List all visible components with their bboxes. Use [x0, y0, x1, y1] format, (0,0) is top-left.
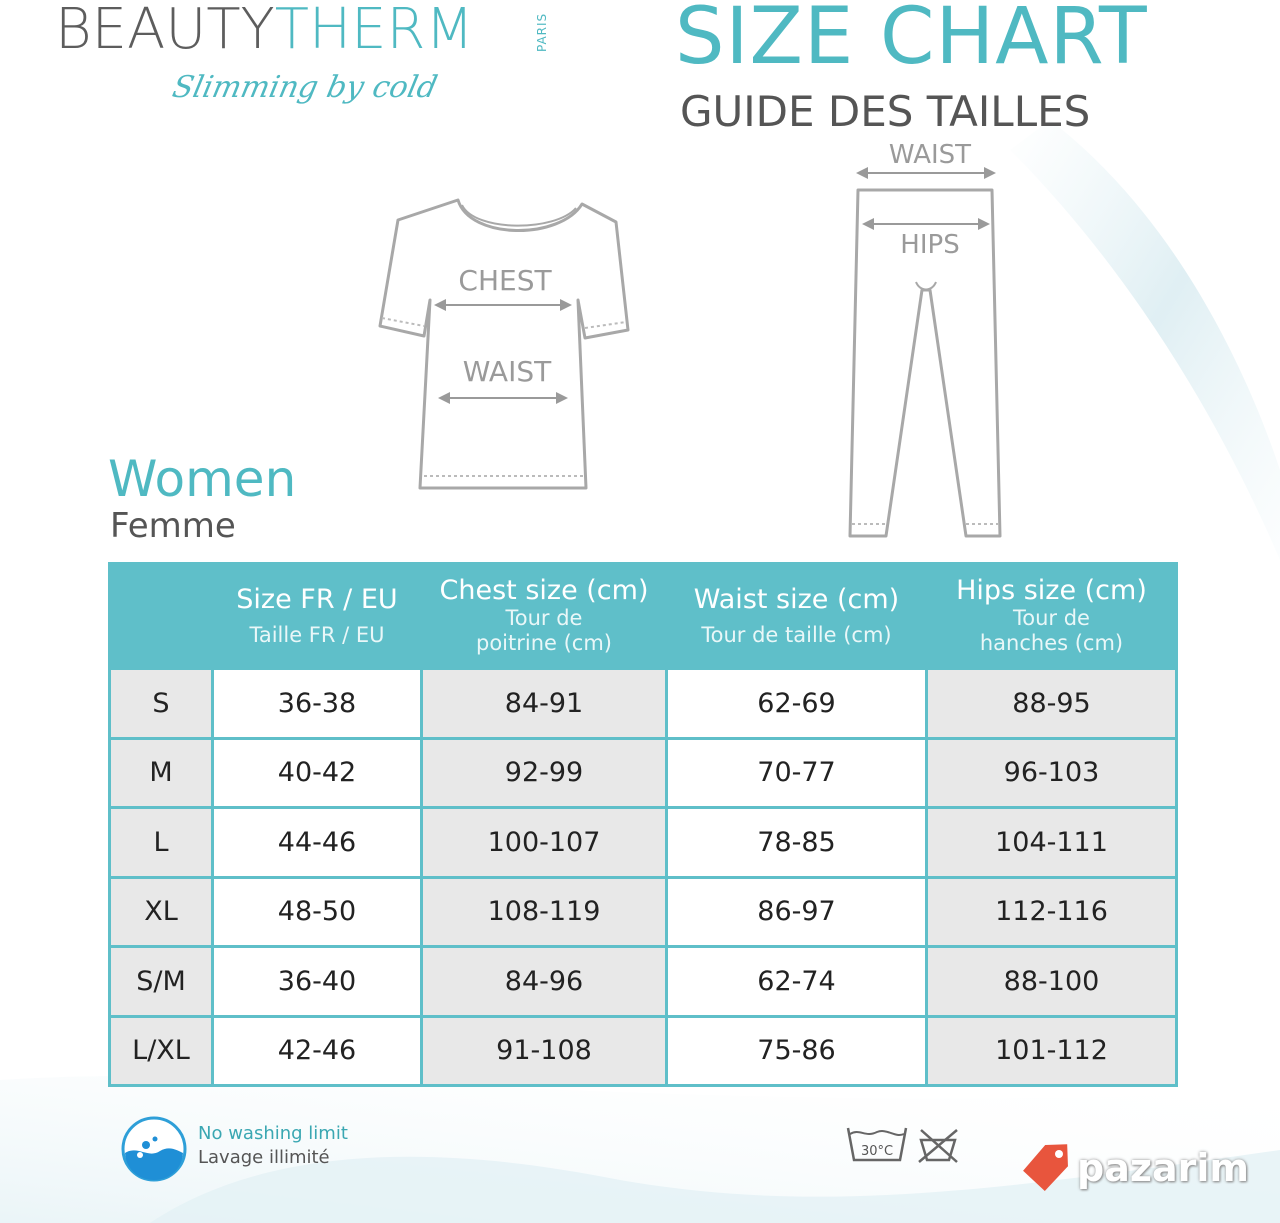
size-cell: L/XL [108, 1014, 214, 1087]
table-row: XL 48-50 108-119 86-97 112-116 [108, 875, 1178, 948]
hips-cell: 88-95 [925, 667, 1178, 740]
waist-cell: 62-69 [665, 667, 928, 740]
fr-eu-cell: 40-42 [211, 736, 423, 809]
fr-eu-cell: 42-46 [211, 1014, 423, 1087]
waist-cell: 78-85 [665, 806, 928, 879]
header-en: Waist size (cm) [693, 583, 900, 615]
section-title: Women [108, 450, 297, 508]
table-row: S/M 36-40 84-96 62-74 88-100 [108, 945, 1178, 1018]
price-tag-icon [1023, 1144, 1068, 1192]
wash-temp-label: 30°C [861, 1144, 893, 1159]
chest-cell: 92-99 [420, 736, 668, 809]
size-cell: L [108, 806, 214, 879]
hips-cell: 104-111 [925, 806, 1178, 879]
header-cell-chest: Chest size (cm) Tour de poitrine (cm) [420, 562, 668, 670]
shirt-waist-label: WAIST [463, 355, 552, 388]
watermark: pazarim [1022, 1140, 1262, 1196]
wash-label-en: No washing limit [198, 1123, 348, 1144]
size-cell: S/M [108, 945, 214, 1018]
header-en: Size FR / EU [236, 583, 398, 615]
chest-cell: 108-119 [420, 875, 668, 948]
header-fr: Tour de poitrine (cm) [475, 606, 612, 655]
header-cell-waist: Waist size (cm) Tour de taille (cm) [665, 562, 928, 670]
size-cell: S [108, 667, 214, 740]
fr-eu-cell: 44-46 [211, 806, 423, 879]
hips-cell: 96-103 [925, 736, 1178, 809]
size-cell: M [108, 736, 214, 809]
header-en: Hips size (cm) [956, 575, 1147, 606]
chest-cell: 84-91 [420, 667, 668, 740]
hips-cell: 88-100 [925, 945, 1178, 1018]
size-cell: XL [108, 875, 214, 948]
header-en: Chest size (cm) [439, 575, 649, 606]
watermark-text: pazarim [1077, 1146, 1249, 1190]
table-row: S 36-38 84-91 62-69 88-95 [108, 667, 1178, 740]
washing-info: No washing limit Lavage illimité [120, 1115, 380, 1185]
header-cell-hips: Hips size (cm) Tour de hanches (cm) [925, 562, 1178, 670]
table-row: M 40-42 92-99 70-77 96-103 [108, 736, 1178, 809]
care-icons: 30°C [846, 1127, 958, 1163]
leggings-icon [848, 167, 1002, 538]
chest-cell: 91-108 [420, 1014, 668, 1087]
header-fr: Tour de hanches (cm) [979, 606, 1124, 655]
hips-cell: 112-116 [925, 875, 1178, 948]
header-fr: Taille FR / EU [249, 622, 385, 647]
waist-cell: 86-97 [665, 875, 928, 948]
page-subtitle: GUIDE DES TAILLES [680, 87, 1091, 136]
wash-30-icon: 30°C [846, 1127, 908, 1162]
fr-eu-cell: 48-50 [211, 875, 423, 948]
water-drop-icon [121, 1116, 187, 1182]
header-cell-fr-eu: Size FR / EU Taille FR / EU [211, 562, 423, 670]
page-title: SIZE CHART [675, 0, 1148, 82]
shirt-chest-label: CHEST [458, 264, 552, 297]
garment-illustration: CHEST WAIST WAIST HIPS [378, 140, 1002, 538]
table-row: L 44-46 100-107 78-85 104-111 [108, 806, 1178, 879]
brand-name-part1: BEAUTY [55, 0, 275, 62]
section-subtitle: Femme [110, 506, 236, 546]
header-fr: Tour de taille (cm) [701, 622, 892, 647]
size-table: Size FR / EU Taille FR / EU Chest size (c… [108, 562, 1178, 1087]
chest-cell: 84-96 [420, 945, 668, 1018]
brand-name: BEAUTYTHERM [55, 0, 474, 60]
table-header-row: Size FR / EU Taille FR / EU Chest size (c… [108, 562, 1178, 670]
fr-eu-cell: 36-38 [211, 667, 423, 740]
pants-hips-label: HIPS [900, 230, 959, 260]
brand-name-part2: THERM [274, 0, 474, 62]
tshirt-icon [378, 198, 630, 490]
chest-cell: 100-107 [420, 806, 668, 879]
waist-cell: 70-77 [665, 736, 928, 809]
waist-cell: 75-86 [665, 1014, 928, 1087]
pants-waist-label: WAIST [889, 140, 971, 170]
fr-eu-cell: 36-40 [211, 945, 423, 1018]
hips-cell: 101-112 [925, 1014, 1178, 1087]
no-tumble-dry-icon [918, 1129, 958, 1163]
header-cell-size [108, 562, 214, 670]
wash-label-fr: Lavage illimité [198, 1147, 330, 1168]
table-row: L/XL 42-46 91-108 75-86 101-112 [108, 1014, 1178, 1087]
waist-cell: 62-74 [665, 945, 928, 1018]
